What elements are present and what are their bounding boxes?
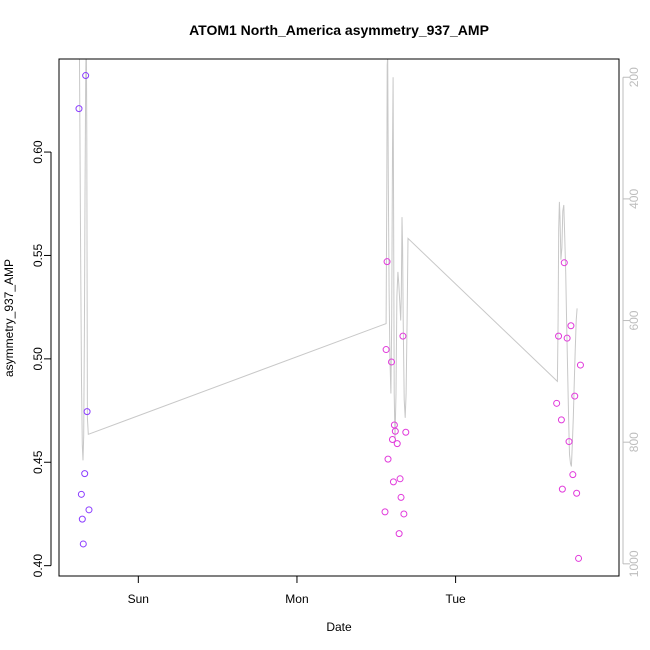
data-point [393,440,401,448]
data-point [78,515,86,523]
data-point [560,259,568,267]
data-point [558,485,566,493]
data-point [402,428,410,436]
y-axis-title: asymmetry_937_AMP [2,259,16,377]
plot-frame [58,58,620,577]
data-point [82,72,90,80]
data-point [389,478,397,486]
y2-tick-label: 1000 [627,550,641,577]
y2-tick-label: 800 [627,432,641,452]
data-point [557,416,565,424]
data-point [576,361,584,369]
data-point [81,470,89,478]
data-point [567,322,575,330]
y2-tick-label: 200 [627,67,641,87]
data-point [381,508,389,516]
data-point [400,510,408,518]
data-point [396,475,404,483]
data-point [395,530,403,538]
data-point [384,455,392,463]
y2-tick-label: 600 [627,310,641,330]
data-point [555,332,563,340]
y-tick-label: 0.55 [31,243,45,267]
line-layer [78,59,578,467]
data-point [388,436,396,444]
data-point [553,399,561,407]
series-line [78,59,578,467]
x-tick-label: Mon [285,592,308,606]
y-tick-label: 0.40 [31,554,45,578]
points-layer [75,72,584,562]
data-point [77,490,85,498]
data-point [79,540,87,548]
data-point [573,489,581,497]
data-point [397,493,405,501]
y-tick-label: 0.50 [31,347,45,371]
chart-title: ATOM1 North_America asymmetry_937_AMP [189,22,489,38]
x-axis-title: Date [326,620,352,634]
data-point [571,392,579,400]
data-point [563,334,571,342]
data-point [575,554,583,562]
data-point [399,332,407,340]
y-tick-label: 0.60 [31,140,45,164]
data-point [391,427,399,435]
data-point [388,358,396,366]
x-tick-label: Sun [128,592,149,606]
data-point [85,506,93,514]
data-point [383,258,391,266]
data-point [75,105,83,113]
y2-tick-label: 400 [627,189,641,209]
data-point [382,346,390,354]
data-point [569,471,577,479]
data-point [565,438,573,446]
y-tick-label: 0.45 [31,450,45,474]
x-tick-label: Tue [445,592,466,606]
data-point [83,408,91,416]
